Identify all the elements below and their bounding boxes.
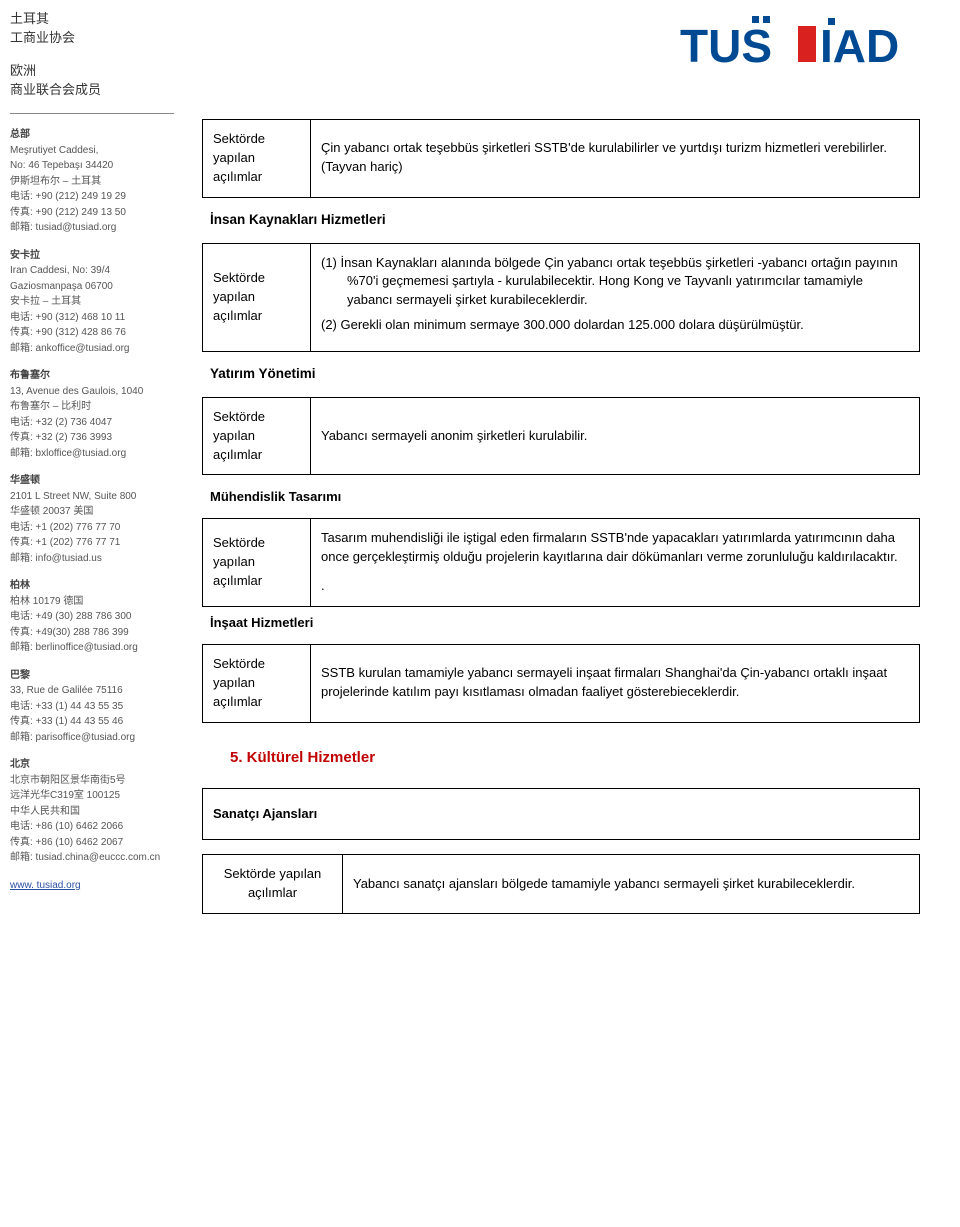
office-header: 布鲁塞尔: [10, 369, 174, 383]
office-line: 邮箱: bxloffice@tusiad.org: [10, 447, 174, 461]
office-line: 电话: +90 (212) 249 19 29: [10, 190, 174, 204]
office-beijing: 北京 北京市朝阳区景华南街5号 远洋光华C319室 100125 中华人民共和国…: [10, 758, 174, 865]
office-line: 安卡拉 – 土耳其: [10, 295, 174, 309]
row-label: Sektörde yapılan açılımlar: [203, 243, 311, 351]
office-line: No: 46 Tepebaşı 34420: [10, 159, 174, 173]
artist-table: Sektörde yapılan açılımlar Yabancı sanat…: [202, 854, 920, 914]
website-link[interactable]: www. tusiad.org: [10, 880, 81, 891]
office-line: 邮箱: tusiad.china@euccc.com.cn: [10, 851, 174, 865]
row-label: Sektörde yapılan açılımlar: [203, 644, 311, 722]
office-ankara: 安卡拉 Iran Caddesi, No: 39/4 Gaziosmanpaşa…: [10, 249, 174, 356]
hr-services-title: İnsan Kaynakları Hizmetleri: [210, 212, 920, 227]
office-line: 布鲁塞尔 – 比利时: [10, 400, 174, 414]
construction-table: Sektörde yapılan açılımlar SSTB kurulan …: [202, 644, 920, 723]
cultural-services-heading: 5. Kültürel Hizmetler: [230, 749, 920, 766]
office-line: 电话: +32 (2) 736 4047: [10, 416, 174, 430]
engineering-table: Sektörde yapılan açılımlar Tasarım muhen…: [202, 518, 920, 607]
office-hq: 总部 Meşrutiyet Caddesi, No: 46 Tepebaşı 3…: [10, 128, 174, 235]
office-line: 柏林 10179 德国: [10, 595, 174, 609]
office-hq-header: 总部: [10, 128, 174, 142]
office-line: 邮箱: berlinoffice@tusiad.org: [10, 641, 174, 655]
investment-table: Sektörde yapılan açılımlar Yabancı serma…: [202, 397, 920, 476]
office-line: 邮箱: parisoffice@tusiad.org: [10, 731, 174, 745]
table-row: Sektörde yapılan açılımlar SSTB kurulan …: [203, 644, 920, 722]
row-label: Sektörde yapılan açılımlar: [203, 855, 343, 914]
svg-text:TUS: TUS: [680, 20, 772, 72]
engineering-dot: .: [321, 577, 909, 596]
hr-item-2: (2) Gerekli olan minimum sermaye 300.000…: [321, 316, 909, 335]
row-body: Yabancı sermayeli anonim şirketleri kuru…: [311, 397, 920, 475]
office-brussels: 布鲁塞尔 13, Avenue des Gaulois, 1040 布鲁塞尔 –…: [10, 369, 174, 460]
office-line: 中华人民共和国: [10, 805, 174, 819]
office-line: Iran Caddesi, No: 39/4: [10, 264, 174, 278]
office-header: 北京: [10, 758, 174, 772]
row-body: Çin yabancı ortak teşebbüs şirketleri SS…: [311, 120, 920, 198]
sidebar-cjk-1: 土耳其 工商业协会: [10, 10, 174, 48]
office-line: 电话: +86 (10) 6462 2066: [10, 820, 174, 834]
office-line: 传真: +90 (312) 428 86 76: [10, 326, 174, 340]
row-body: Tasarım muhendisliği ile iştigal eden fi…: [311, 519, 920, 607]
office-line: 传真: +49(30) 288 786 399: [10, 626, 174, 640]
office-line: 13, Avenue des Gaulois, 1040: [10, 385, 174, 399]
office-line: 传真: +32 (2) 736 3993: [10, 431, 174, 445]
table-row: Sektörde yapılan açılımlar Yabancı sanat…: [203, 855, 920, 914]
office-line: 远洋光华C319室 100125: [10, 789, 174, 803]
office-line: 电话: +33 (1) 44 43 55 35: [10, 700, 174, 714]
hr-table: Sektörde yapılan açılımlar (1) İnsan Kay…: [202, 243, 920, 352]
sidebar-cjk-2: 欧洲 商业联合会成员: [10, 62, 174, 100]
office-berlin: 柏林 柏林 10179 德国 电话: +49 (30) 288 786 300 …: [10, 579, 174, 655]
sidebar: 土耳其 工商业协会 欧洲 商业联合会成员 总部 Meşrutiyet Cadde…: [0, 0, 182, 968]
sidebar-link: www. tusiad.org: [10, 879, 174, 893]
office-header: 巴黎: [10, 669, 174, 683]
logo-container: TUS IAD: [202, 12, 920, 79]
tusiad-logo-icon: TUS IAD: [680, 12, 920, 74]
tourism-table: Sektörde yapılan açılımlar Çin yabancı o…: [202, 119, 920, 198]
office-paris: 巴黎 33, Rue de Galilée 75116 电话: +33 (1) …: [10, 669, 174, 745]
office-header: 安卡拉: [10, 249, 174, 263]
row-body: SSTB kurulan tamamiyle yabancı sermayeli…: [311, 644, 920, 722]
office-line: Meşrutiyet Caddesi,: [10, 144, 174, 158]
office-line: 邮箱: ankoffice@tusiad.org: [10, 342, 174, 356]
sidebar-divider: [10, 113, 174, 114]
office-header: 柏林: [10, 579, 174, 593]
office-line: 北京市朝阳区景华南街5号: [10, 774, 174, 788]
construction-title: İnşaat Hizmetleri: [210, 615, 920, 630]
office-line: 电话: +49 (30) 288 786 300: [10, 610, 174, 624]
table-row: Sektörde yapılan açılımlar (1) İnsan Kay…: [203, 243, 920, 351]
office-line: 传真: +1 (202) 776 77 71: [10, 536, 174, 550]
office-line: 华盛顿 20037 美国: [10, 505, 174, 519]
row-label: Sektörde yapılan açılımlar: [203, 519, 311, 607]
table-row: Sektörde yapılan açılımlar Çin yabancı o…: [203, 120, 920, 198]
hr-item-1: (1) İnsan Kaynakları alanında bölgede Çi…: [321, 254, 909, 311]
engineering-title: Mühendislik Tasarımı: [210, 489, 920, 504]
row-body: (1) İnsan Kaynakları alanında bölgede Çi…: [311, 243, 920, 351]
svg-text:IAD: IAD: [820, 20, 899, 72]
office-line: 2101 L Street NW, Suite 800: [10, 490, 174, 504]
office-line: 电话: +90 (312) 468 10 11: [10, 311, 174, 325]
office-line: 邮箱: tusiad@tusiad.org: [10, 221, 174, 235]
office-header: 华盛顿: [10, 474, 174, 488]
table-row: Sektörde yapılan açılımlar Tasarım muhen…: [203, 519, 920, 607]
table-row: Sektörde yapılan açılımlar Yabancı serma…: [203, 397, 920, 475]
engineering-body: Tasarım muhendisliği ile iştigal eden fi…: [321, 529, 909, 567]
office-line: 33, Rue de Galilée 75116: [10, 684, 174, 698]
row-body: Yabancı sanatçı ajansları bölgede tamami…: [343, 855, 920, 914]
office-line: Gaziosmanpaşa 06700: [10, 280, 174, 294]
office-line: 传真: +90 (212) 249 13 50: [10, 206, 174, 220]
main-content: TUS IAD Sektörde yapılan açılımlar Çin y…: [182, 0, 960, 968]
artist-agencies-title: Sanatçı Ajansları: [203, 788, 920, 840]
table-row: Sanatçı Ajansları: [203, 788, 920, 840]
investment-title: Yatırım Yönetimi: [210, 366, 920, 381]
office-line: 传真: +33 (1) 44 43 55 46: [10, 715, 174, 729]
office-line: 电话: +1 (202) 776 77 70: [10, 521, 174, 535]
office-line: 伊斯坦布尔 – 土耳其: [10, 175, 174, 189]
office-line: 传真: +86 (10) 6462 2067: [10, 836, 174, 850]
row-label: Sektörde yapılan açılımlar: [203, 120, 311, 198]
row-label: Sektörde yapılan açılımlar: [203, 397, 311, 475]
office-washington: 华盛顿 2101 L Street NW, Suite 800 华盛顿 2003…: [10, 474, 174, 565]
office-line: 邮箱: info@tusiad.us: [10, 552, 174, 566]
artist-heading-table: Sanatçı Ajansları: [202, 788, 920, 841]
